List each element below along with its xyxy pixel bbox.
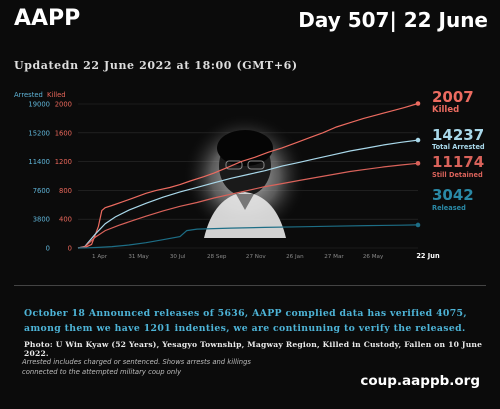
y-left-tick-label: 19000 — [28, 101, 50, 109]
y-right-tick-label: 800 — [59, 187, 72, 195]
divider — [14, 285, 486, 286]
x-tick-label: 27 Mar — [324, 254, 344, 260]
end-value-label: 11174 — [432, 153, 484, 171]
end-series-label: Killed — [432, 105, 459, 115]
series-line-total-arrested — [77, 139, 419, 249]
x-tick-label: 26 Jan — [286, 254, 304, 260]
day-counter: Day 507| 22 June — [298, 8, 488, 32]
release-note: October 18 Announced releases of 5636, A… — [24, 308, 467, 334]
photo-caption: Photo: U Win Kyaw (52 Years), Yesagyo To… — [24, 340, 483, 358]
legend-arrested: Arrested — [14, 91, 43, 99]
end-value-label: 3042 — [432, 186, 474, 204]
x-tick-label: 22 Jun — [416, 252, 440, 260]
updated-timestamp: Updatedn 22 June 2022 at 18:00 (GMT+6) — [14, 59, 298, 72]
end-series-label: Total Arrested — [432, 143, 485, 151]
y-left-tick-label: 11400 — [28, 158, 50, 166]
end-value-label: 2007 — [432, 88, 474, 106]
website-link[interactable]: coup.aappb.org — [360, 373, 480, 389]
series-line-released — [77, 224, 419, 249]
y-left-tick-label: 0 — [46, 245, 50, 253]
x-tick-label: 31 May — [128, 254, 149, 260]
legend-killed: Killed — [47, 91, 66, 99]
line-chart: Arrested Killed 0 0 3800 400 7600 800 11400 1200 1… — [14, 88, 485, 260]
x-tick-label: 26 May — [363, 254, 384, 260]
y-right-tick-label: 0 — [68, 245, 72, 253]
y-right-tick-label: 400 — [59, 216, 72, 224]
series-line-still-detained — [77, 162, 419, 249]
y-left-tick-label: 15200 — [28, 129, 50, 137]
series-endpoint — [415, 161, 421, 166]
series-line-killed — [77, 102, 419, 249]
x-tick-label: 1 Apr — [92, 254, 108, 260]
end-series-label: Still Detained — [432, 171, 483, 179]
portrait-photo — [183, 114, 307, 238]
end-series-label: Released — [432, 204, 466, 212]
footnote-line-1: Arrested includes charged or sentenced. … — [22, 358, 251, 366]
y-left-tick-label: 3800 — [33, 216, 50, 224]
y-right-tick-label: 2000 — [55, 101, 72, 109]
series-endpoint — [415, 137, 421, 143]
x-tick-label: 30 Jul — [170, 254, 186, 260]
series-endpoint — [415, 101, 421, 106]
y-left-tick-label: 7600 — [33, 187, 50, 195]
footnote: Arrested includes charged or sentenced. … — [22, 357, 251, 377]
series-endpoint — [415, 222, 421, 228]
x-tick-label: 28 Sep — [207, 254, 227, 260]
y-right-tick-label: 1600 — [55, 129, 72, 137]
end-value-label: 14237 — [432, 126, 484, 144]
footnote-line-2: connected to the attempted military coup… — [22, 368, 182, 376]
y-right-tick-label: 1200 — [55, 158, 72, 166]
chart-area: Arrested Killed 0 0 3800 400 7600 800 11400 1200 1… — [14, 88, 486, 266]
org-title: AAPP — [14, 6, 81, 31]
x-tick-label: 27 Nov — [246, 254, 267, 260]
